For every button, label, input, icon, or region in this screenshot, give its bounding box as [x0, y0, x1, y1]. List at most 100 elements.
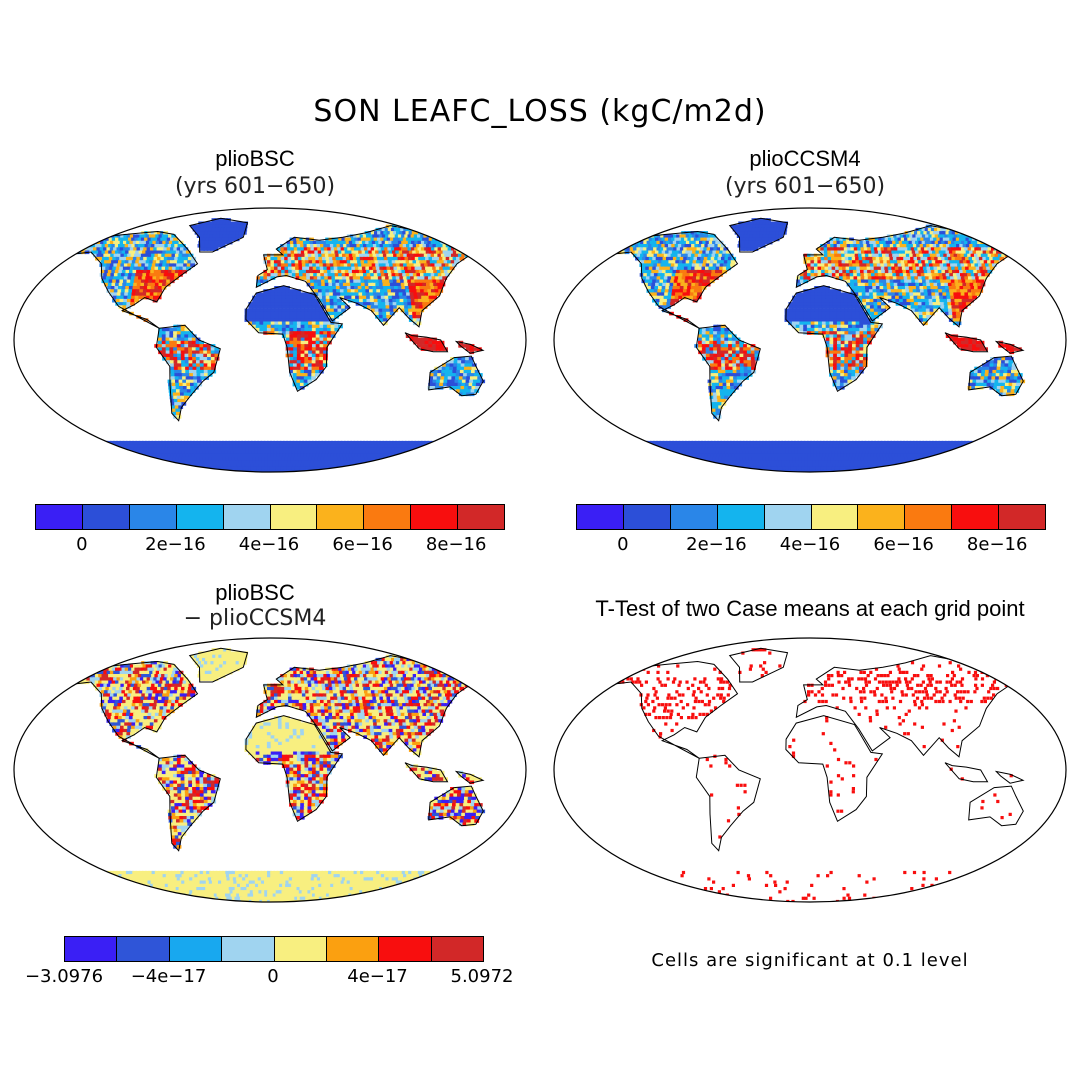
grid-cell — [64, 447, 70, 451]
grid-cell — [266, 318, 272, 322]
grid-cell — [273, 453, 278, 458]
grid-cell — [416, 469, 422, 472]
grid-cell — [207, 447, 213, 451]
grid-cell — [300, 334, 306, 338]
grid-cell — [146, 247, 152, 251]
grid-cell — [225, 440, 231, 445]
grid-cell — [183, 260, 189, 264]
grid-cell — [200, 453, 206, 458]
grid-cell — [202, 457, 207, 461]
grid-cell — [345, 469, 351, 472]
grid-cell — [437, 460, 442, 464]
grid-cell — [951, 240, 956, 245]
grid-cell — [154, 244, 160, 248]
grid-cell — [257, 450, 263, 455]
grid-cell — [352, 253, 357, 258]
grid-cell — [995, 234, 1001, 238]
grid-cell — [332, 469, 338, 472]
grid-cell — [352, 457, 358, 461]
grid-cell — [201, 447, 207, 451]
grid-cell — [130, 263, 136, 267]
grid-cell — [450, 240, 456, 245]
grid-cell — [440, 282, 446, 287]
grid-cell — [162, 350, 167, 355]
grid-cell — [304, 357, 310, 361]
grid-cell — [474, 369, 480, 374]
grid-cell — [322, 260, 328, 264]
grid-cell — [427, 253, 432, 258]
grid-cell — [299, 382, 305, 387]
grid-cell — [324, 279, 330, 284]
grid-cell — [285, 347, 291, 351]
grid-cell — [372, 253, 378, 258]
grid-cell — [368, 286, 374, 290]
grid-cell — [974, 253, 979, 258]
grid-cell — [762, 234, 768, 238]
grid-cell — [383, 289, 389, 293]
grid-cell — [905, 240, 910, 245]
grid-cell — [375, 250, 380, 255]
grid-cell — [960, 253, 966, 258]
grid-cell — [340, 457, 346, 461]
grid-cell — [148, 263, 154, 267]
grid-cell — [377, 450, 383, 455]
grid-cell — [423, 450, 429, 455]
grid-cell — [104, 244, 110, 248]
grid-cell — [285, 469, 291, 472]
grid-cell — [263, 324, 268, 329]
grid-cell — [304, 340, 310, 345]
grid-cell — [370, 276, 376, 280]
grid-cell — [650, 253, 655, 258]
grid-cell — [389, 308, 395, 313]
grid-cell — [401, 289, 407, 293]
grid-cell — [649, 247, 655, 251]
grid-cell — [423, 457, 429, 461]
grid-cell — [121, 237, 127, 242]
grid-cell — [869, 244, 875, 248]
grid-cell — [400, 279, 405, 284]
grid-cell — [353, 440, 359, 445]
grid-cell — [697, 244, 703, 248]
grid-cell — [188, 337, 193, 342]
grid-cell — [184, 363, 190, 367]
grid-cell — [388, 240, 393, 245]
grid-cell — [704, 234, 710, 238]
grid-cell — [222, 463, 227, 468]
grid-cell — [159, 444, 165, 448]
grid-cell — [197, 453, 203, 458]
grid-cell — [396, 460, 402, 464]
grid-cell — [462, 453, 468, 458]
grid-cell — [279, 453, 284, 458]
grid-cell — [69, 457, 75, 461]
grid-cell — [277, 256, 283, 261]
grid-cell — [442, 234, 448, 238]
grid-cell — [313, 247, 319, 251]
grid-cell — [311, 295, 316, 300]
grid-cell — [300, 373, 305, 377]
grid-cell — [270, 263, 276, 267]
grid-cell — [180, 260, 186, 264]
grid-cell — [101, 463, 107, 468]
grid-cell — [813, 256, 819, 261]
grid-cell — [921, 234, 927, 238]
grid-cell — [225, 463, 230, 468]
grid-cell — [446, 457, 452, 461]
grid-cell — [110, 463, 115, 468]
grid-cell — [833, 240, 838, 245]
grid-cell — [180, 247, 185, 251]
grid-cell — [429, 250, 434, 255]
grid-cell — [413, 463, 418, 468]
grid-cell — [434, 247, 440, 251]
grid-cell — [110, 457, 116, 461]
grid-cell — [847, 247, 852, 251]
grid-cell — [270, 289, 276, 293]
grid-cell — [364, 250, 370, 255]
grid-cell — [931, 234, 937, 238]
grid-cell — [477, 376, 483, 380]
grid-cell — [209, 224, 214, 229]
grid-cell — [425, 250, 431, 255]
grid-cell — [906, 234, 911, 238]
grid-cell — [362, 298, 368, 303]
grid-cell — [406, 292, 411, 296]
grid-cell — [370, 237, 376, 242]
